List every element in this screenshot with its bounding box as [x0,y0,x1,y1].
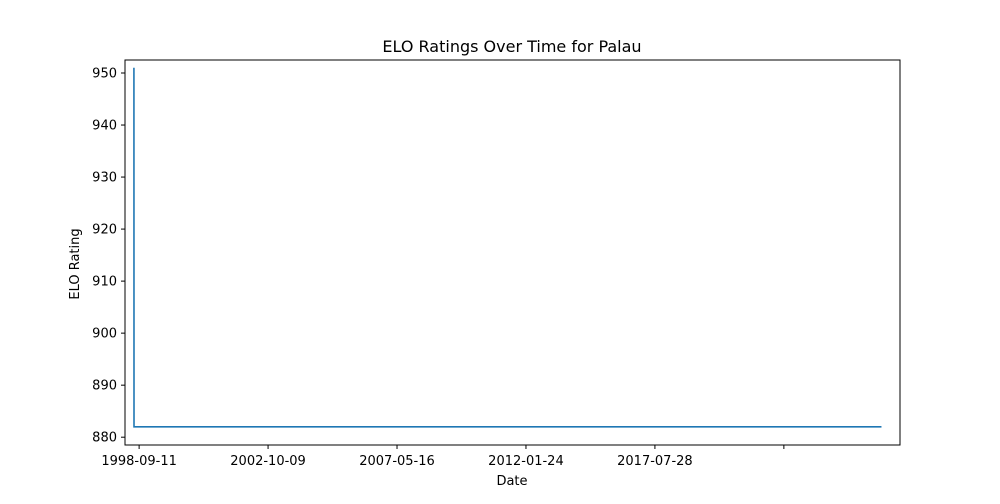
y-tick-label: 940 [92,119,117,134]
y-tick-label: 910 [92,275,117,290]
y-tick-label: 930 [92,171,117,186]
x-tick-label: 2012-01-24 [488,454,564,469]
series-line-0 [133,67,882,428]
x-tick-label: 1998-09-11 [101,454,177,469]
y-tick-label: 890 [92,379,117,394]
y-tick-label: 950 [92,67,117,82]
y-tick-label: 920 [92,223,117,238]
axes-frame [124,59,901,446]
y-tick-label: 900 [92,327,117,342]
y-axis-label: ELO Rating [68,228,83,299]
x-tick-label: 2017-07-28 [617,454,693,469]
x-axis-label: Date [496,474,527,489]
x-tick-label: 2002-10-09 [230,454,306,469]
plot-area: 880 890 900 910 920 930 940 950 1998-09-11 2002-1… [92,59,901,469]
y-tick-label: 880 [92,431,117,446]
x-tick-label: 2007-05-16 [359,454,435,469]
chart-title: ELO Ratings Over Time for Palau [382,37,641,56]
